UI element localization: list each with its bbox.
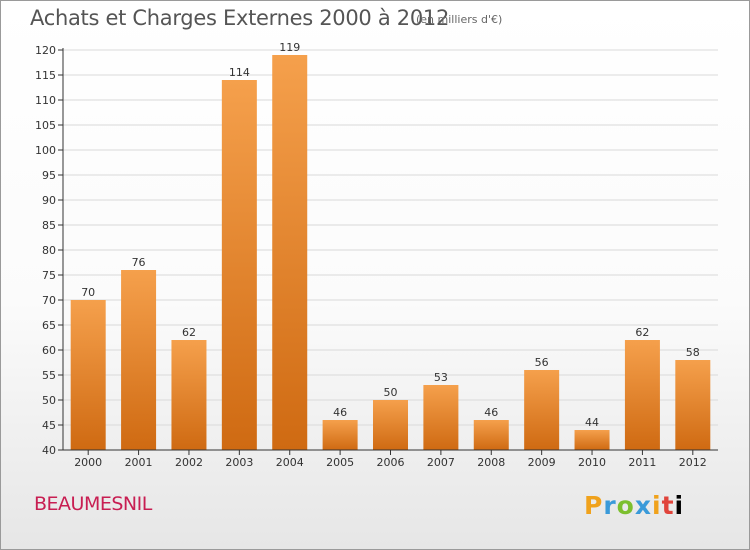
y-tick-label: 50 bbox=[42, 394, 56, 407]
x-tick-label: 2000 bbox=[74, 456, 102, 469]
logo-letter: x bbox=[634, 491, 652, 520]
bar-value-label: 119 bbox=[279, 41, 300, 54]
y-tick-label: 55 bbox=[42, 369, 56, 382]
bar-value-label: 44 bbox=[585, 416, 599, 429]
y-tick-label: 110 bbox=[35, 94, 56, 107]
bar bbox=[624, 340, 660, 450]
proxiti-logo[interactable]: Proxiti bbox=[584, 491, 684, 520]
bar-value-label: 50 bbox=[384, 386, 398, 399]
x-tick-label: 2003 bbox=[225, 456, 253, 469]
bar bbox=[70, 300, 106, 450]
y-tick-label: 45 bbox=[42, 419, 56, 432]
y-tick-label: 95 bbox=[42, 169, 56, 182]
y-tick-label: 60 bbox=[42, 344, 56, 357]
x-tick-label: 2011 bbox=[628, 456, 656, 469]
chart-title: Achats et Charges Externes 2000 à 2012 bbox=[30, 6, 450, 30]
bar-value-label: 53 bbox=[434, 371, 448, 384]
bar-value-label: 46 bbox=[333, 406, 347, 419]
labels: 40 45 50 55 60 65 70 75 80 85 90 95 100 105 110 115 120 7… bbox=[35, 41, 707, 469]
bar-value-label: 62 bbox=[182, 326, 196, 339]
bar bbox=[423, 385, 459, 450]
bar-value-label: 58 bbox=[686, 346, 700, 359]
logo-letter: t bbox=[661, 491, 675, 520]
bar bbox=[171, 340, 207, 450]
chart-subtitle: (en milliers d'€) bbox=[416, 13, 503, 26]
x-tick-label: 2007 bbox=[427, 456, 455, 469]
logo-letter: i bbox=[674, 491, 685, 520]
y-tick-label: 85 bbox=[42, 219, 56, 232]
bar-value-label: 56 bbox=[535, 356, 549, 369]
y-tick-label: 65 bbox=[42, 319, 56, 332]
bar bbox=[675, 360, 711, 450]
y-tick-label: 80 bbox=[42, 244, 56, 257]
y-tick-label: 115 bbox=[35, 69, 56, 82]
bar bbox=[322, 420, 358, 450]
x-tick-label: 2001 bbox=[125, 456, 153, 469]
x-tick-label: 2006 bbox=[377, 456, 405, 469]
x-tick-label: 2002 bbox=[175, 456, 203, 469]
bar bbox=[221, 80, 257, 450]
x-tick-label: 2004 bbox=[276, 456, 304, 469]
x-tick-label: 2012 bbox=[679, 456, 707, 469]
bar bbox=[373, 400, 408, 450]
logo-letter: i bbox=[652, 491, 662, 520]
y-tick-label: 90 bbox=[42, 194, 56, 207]
logo-letter: r bbox=[603, 491, 617, 520]
bars bbox=[70, 55, 711, 450]
axes bbox=[58, 48, 718, 455]
y-tick-label: 40 bbox=[42, 444, 56, 457]
bar bbox=[524, 370, 560, 450]
x-tick-label: 2008 bbox=[477, 456, 505, 469]
y-tick-label: 105 bbox=[35, 119, 56, 132]
y-tick-label: 120 bbox=[35, 44, 56, 57]
logo-letter: P bbox=[584, 491, 604, 520]
bar-value-label: 114 bbox=[229, 66, 250, 79]
y-tick-label: 100 bbox=[35, 144, 56, 157]
commune-name: BEAUMESNIL bbox=[34, 493, 152, 515]
bar bbox=[121, 270, 157, 450]
y-tick-label: 75 bbox=[42, 269, 56, 282]
bar bbox=[574, 430, 610, 450]
bar-value-label: 76 bbox=[132, 256, 146, 269]
bar-value-label: 62 bbox=[635, 326, 649, 339]
y-tick-label: 70 bbox=[42, 294, 56, 307]
bar bbox=[272, 55, 308, 450]
bar-value-label: 46 bbox=[484, 406, 498, 419]
bar-value-label: 70 bbox=[81, 286, 95, 299]
x-tick-label: 2010 bbox=[578, 456, 606, 469]
x-tick-label: 2005 bbox=[326, 456, 354, 469]
x-tick-label: 2009 bbox=[528, 456, 556, 469]
bar bbox=[473, 420, 509, 450]
logo-letter: o bbox=[616, 491, 635, 520]
